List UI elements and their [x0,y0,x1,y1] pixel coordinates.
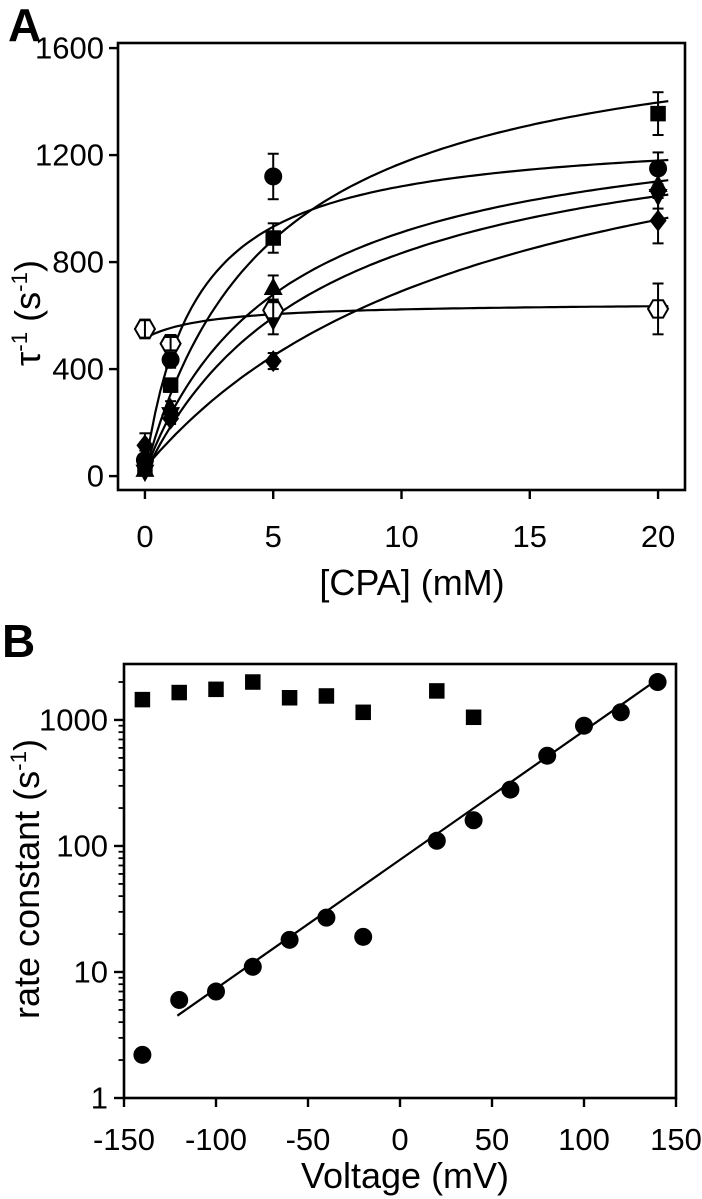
filled-triangle-point [263,277,283,295]
panel-b-chart: -150 -100 -50 0 50 100 150 1 10 100 1000 [39,662,702,1157]
panel-a-series-filled-triangle [135,170,668,477]
filled-circle-point [243,957,262,976]
panel-b-frame [122,662,678,1100]
panel-a-fit-curves [143,100,669,474]
svg-text:100: 100 [56,828,108,863]
svg-text:-50: -50 [286,1122,331,1157]
svg-text:15: 15 [513,519,547,554]
svg-text:400: 400 [52,352,104,387]
filled-square-point [162,377,179,393]
panel-b-label: B [2,615,36,667]
filled-circle-point [464,811,483,830]
open-hexagon-fit-curve [144,305,669,340]
filled-square-point [650,105,666,122]
filled-square-point [281,690,298,706]
filled-circle-point [648,673,667,692]
svg-text:0: 0 [136,519,153,554]
panel-b-y-axis-title: rate constant (s-1) [6,739,47,1019]
filled-circle-point [161,350,180,369]
filled-square-point [355,704,371,721]
filled-diamond-point [649,209,667,232]
filled-inverted-triangle-fit-curve [143,193,669,474]
svg-text:10: 10 [384,519,418,554]
panel-a-series-filled-square [137,91,666,476]
filled-square-point [429,683,445,699]
filled-diamond-point [264,350,282,373]
filled-circle-fit-curve [143,158,669,470]
panel-b-x-axis-title: Voltage (mV) [300,1155,510,1196]
svg-text:1600: 1600 [35,31,104,66]
panel-b-series-filled-circle [133,673,667,1064]
filled-triangle-point [648,174,668,193]
filled-circle-point [538,746,557,765]
panel-a-series-filled-inverted-triangle [135,183,668,483]
filled-triangle-fit-curve [143,179,669,473]
svg-text:0: 0 [87,459,104,494]
filled-circle-point [501,780,520,799]
filled-circle-point [264,167,283,186]
panel-a-series-filled-diamond [136,196,667,459]
svg-text:100: 100 [558,1122,610,1157]
panel-a-label: A [8,0,42,51]
panel-a-y-axis: 0 400 800 1200 1600 [35,31,118,494]
filled-diamond-fit-curve [144,216,669,469]
filled-circle-point [611,703,630,722]
svg-text:-100: -100 [185,1122,247,1157]
panel-a-series-open-hexagon [133,282,670,354]
filled-inverted-triangle-point [135,464,155,483]
svg-text:-150: -150 [93,1122,155,1157]
svg-text:800: 800 [52,245,104,280]
filled-square-point [134,691,151,708]
filled-square-point [245,674,261,690]
filled-square-point [318,688,335,704]
svg-text:50: 50 [475,1122,509,1157]
filled-circle-point [280,930,299,949]
panel-b-x-axis: -150 -100 -50 0 50 100 150 [93,1098,702,1157]
svg-text:150: 150 [650,1122,702,1157]
filled-circle-point [427,831,446,850]
svg-text:1: 1 [91,1081,108,1116]
filled-circle-point [207,982,225,1001]
panel-a-x-axis: 0 5 10 15 20 [136,490,675,554]
filled-diamond-point [162,407,180,430]
filled-circle-point [317,908,336,927]
panel-a-y-axis-title: τ-1 (s-1) [7,260,48,366]
svg-text:0: 0 [391,1122,408,1157]
filled-square-point [265,230,281,246]
svg-text:1000: 1000 [39,702,108,737]
panel-a-series-filled-circle [135,151,668,471]
svg-text:1200: 1200 [35,138,104,173]
filled-diamond-point [136,434,154,457]
panel-a-frame [116,41,687,492]
filled-square-point [465,709,482,726]
filled-circle-point [575,716,593,735]
svg-text:5: 5 [265,519,282,554]
panel-a-x-axis-title: [CPA] (mM) [319,562,505,603]
filled-square-fit-curve [143,100,669,473]
svg-text:20: 20 [641,519,675,554]
filled-circle-point [170,990,189,1009]
filled-circle-point [649,159,668,178]
filled-circle-point [133,1045,152,1064]
panel-b-y-axis: 1 10 100 1000 [39,681,124,1116]
filled-circle-point [354,927,373,946]
filled-square-point [171,684,187,701]
svg-text:10: 10 [74,954,108,989]
filled-square-point [208,681,224,698]
panel-b-series-filled-square [134,674,482,726]
panel-a-chart: 0 5 10 15 20 0 400 800 1200 1600 [35,31,687,554]
